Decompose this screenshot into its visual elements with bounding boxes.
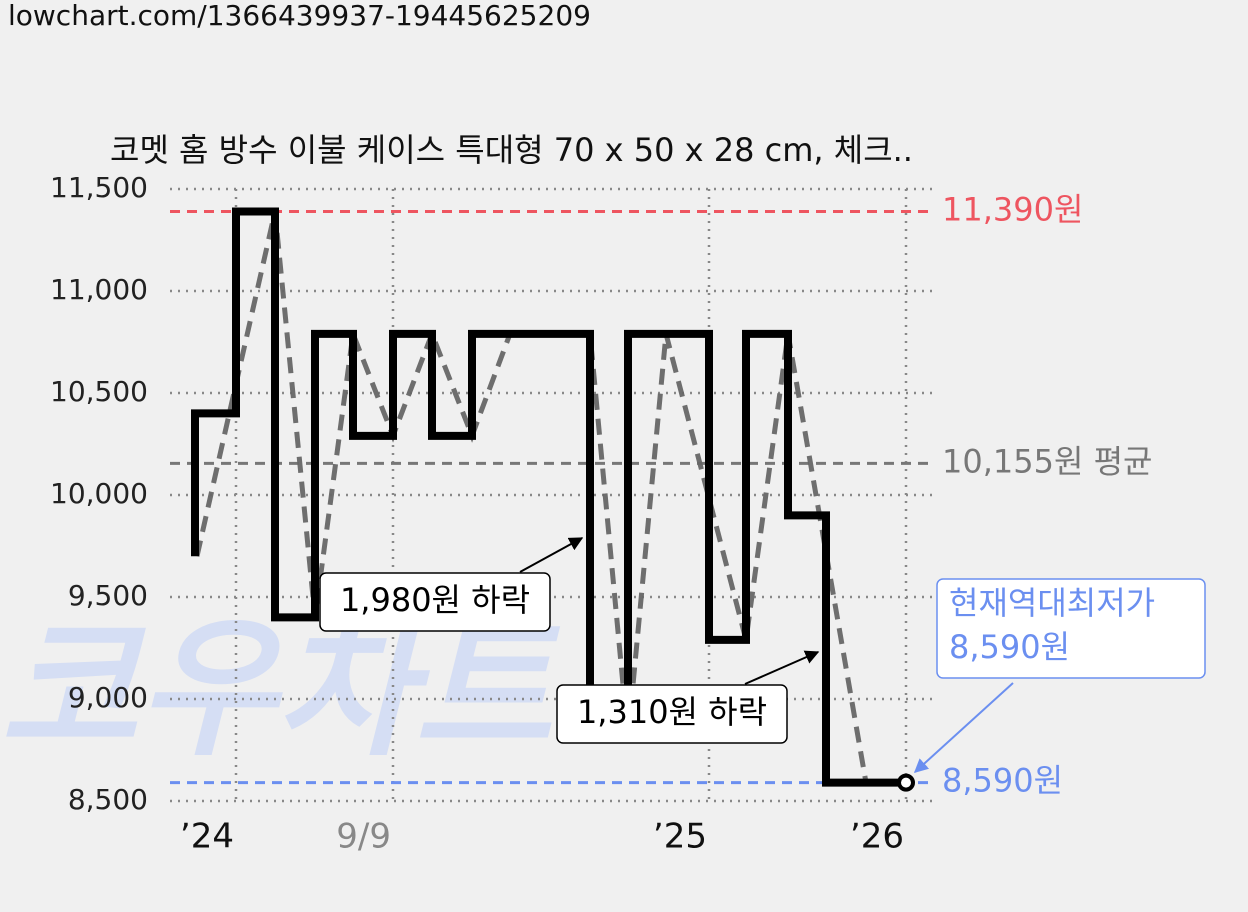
annotation-box (556, 684, 788, 744)
y-tick-label: 8,500 (68, 783, 148, 816)
x-tick-label: ’26 (850, 817, 904, 857)
reference-label: 8,590원 (942, 762, 1063, 800)
y-tick-label: 10,500 (50, 375, 148, 408)
annotation-arrow (744, 650, 820, 685)
y-tick-label: 9,500 (68, 579, 148, 612)
url: lowchart.com/1366439937-19445625209 (8, 0, 591, 32)
annotation-box (936, 578, 1206, 679)
chart-title: 코멧 홈 방수 이불 케이스 특대형 70 x 50 x 28 cm, 체크.. (110, 131, 913, 169)
x-tick-label: ’24 (180, 817, 234, 857)
watermark: 코우차트 (0, 603, 561, 777)
x-tick-label: ’25 (653, 817, 707, 857)
annotation-text: 1,980원 하락 (340, 581, 530, 619)
annotation-text: 8,590원 (949, 628, 1070, 666)
annotation-text: 1,310원 하락 (577, 693, 767, 731)
x-tick-label: 9/9 (336, 817, 391, 857)
reference-label: 10,155원 평균 (942, 442, 1152, 480)
price-line (191, 207, 906, 787)
annotation-box (319, 572, 551, 632)
y-tick-label: 11,500 (50, 171, 148, 204)
current-point (897, 773, 915, 792)
y-tick-label: 10,000 (50, 477, 148, 510)
annotation-text: 현재역대최저가 (949, 584, 1155, 622)
annotation-arrow (913, 682, 1014, 773)
y-tick-label: 11,000 (50, 273, 148, 306)
annotation-arrow (519, 537, 584, 573)
reference-label: 11,390원 (942, 190, 1083, 228)
y-tick-label: 9,000 (68, 681, 148, 714)
